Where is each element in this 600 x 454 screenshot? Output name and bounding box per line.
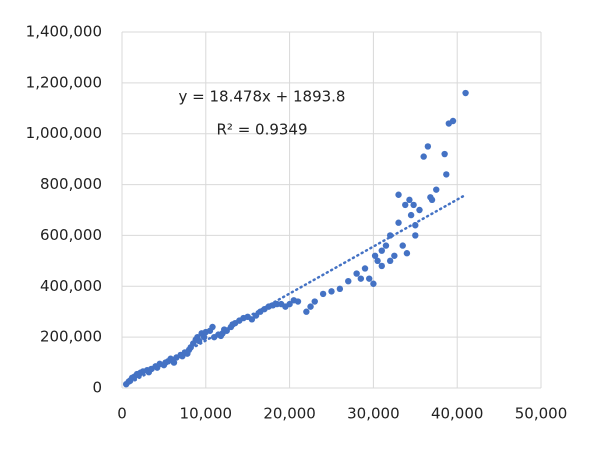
x-tick-label: 10,000 xyxy=(180,405,233,423)
scatter-point xyxy=(386,257,394,265)
y-tick-label: 200,000 xyxy=(40,328,102,346)
scatter-point xyxy=(357,275,365,282)
scatter-point xyxy=(433,186,440,193)
scatter-point xyxy=(416,206,423,214)
scatter-point xyxy=(200,333,208,341)
x-tick-label: 0 xyxy=(117,405,127,423)
scatter-point xyxy=(353,270,360,277)
x-tick-label: 20,000 xyxy=(263,405,316,423)
scatter-point xyxy=(412,232,419,239)
y-tick-label: 800,000 xyxy=(40,175,102,193)
scatter-point xyxy=(378,262,385,270)
scatter-point xyxy=(399,242,406,249)
scatter-point xyxy=(443,171,450,178)
scatter-point xyxy=(391,252,398,259)
scatter-point xyxy=(378,247,385,254)
scatter-point xyxy=(428,196,436,204)
scatter-point xyxy=(406,196,413,204)
trendline xyxy=(124,193,467,387)
scatter-point xyxy=(303,308,310,315)
y-tick-label: 600,000 xyxy=(40,226,102,244)
scatter-point xyxy=(328,288,335,295)
scatter-point xyxy=(410,201,417,209)
scatter-point xyxy=(311,298,318,305)
scatter-point xyxy=(286,300,293,308)
scatter-point xyxy=(374,257,381,265)
scatter-point xyxy=(361,265,369,272)
r-squared: R² = 0.9349 xyxy=(216,121,307,139)
scatter-point xyxy=(366,275,373,282)
scatter-point xyxy=(371,252,379,259)
scatter-point xyxy=(449,117,457,125)
scatter-point xyxy=(370,280,377,287)
y-tick-label: 400,000 xyxy=(40,277,102,295)
scatter-point xyxy=(462,89,469,97)
scatter-point xyxy=(294,298,302,305)
x-tick-label: 40,000 xyxy=(431,405,484,423)
scatter-point xyxy=(420,153,427,160)
trendline-equation: y = 18.478x + 1893.8 xyxy=(179,88,346,106)
scatter-point xyxy=(248,316,256,323)
scatter-point xyxy=(424,143,432,150)
scatter-point xyxy=(336,285,344,293)
scatter-point xyxy=(395,191,402,198)
x-tick-label: 50,000 xyxy=(515,405,568,423)
scatter-point xyxy=(403,250,411,257)
y-tick-label: 1,200,000 xyxy=(26,73,102,91)
scatter-point xyxy=(402,201,409,209)
scatter-point xyxy=(209,323,216,331)
scatter-point xyxy=(407,211,415,219)
y-tick-label: 0 xyxy=(92,379,102,397)
scatter-point xyxy=(184,350,191,357)
scatter-point xyxy=(319,290,327,298)
x-tick-label: 30,000 xyxy=(347,405,400,423)
y-tick-label: 1,000,000 xyxy=(26,124,102,142)
scatter-point xyxy=(395,219,402,226)
scatter-point xyxy=(345,278,352,285)
y-tick-label: 1,400,000 xyxy=(26,23,102,41)
scatter-point xyxy=(441,150,448,158)
scatter-point xyxy=(307,303,314,310)
scatter-point xyxy=(382,242,390,249)
